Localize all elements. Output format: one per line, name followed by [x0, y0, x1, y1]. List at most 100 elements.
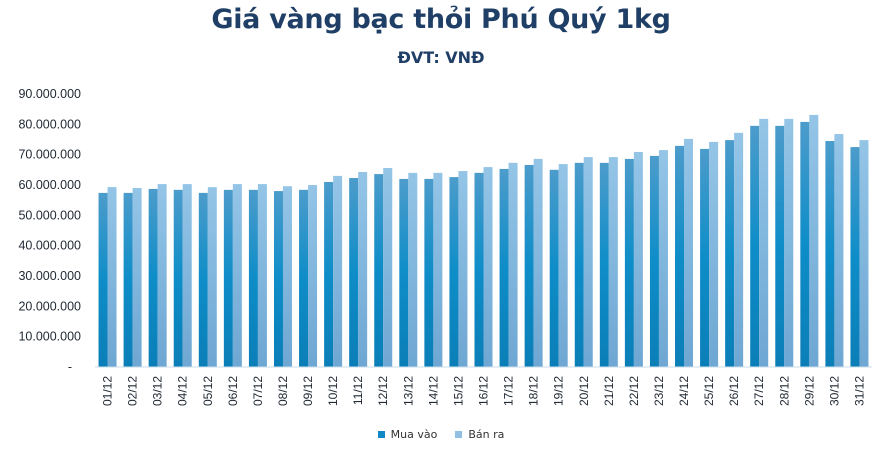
bar-mua-vao	[349, 178, 359, 367]
bar-mua-vao	[399, 178, 409, 367]
x-tick-label: 12/12	[376, 376, 390, 406]
bar-ban-ra	[358, 171, 368, 367]
x-tick-label: 11/12	[351, 376, 365, 405]
bar-ban-ra	[583, 157, 593, 367]
bar-ban-ra	[633, 151, 643, 367]
bar-ban-ra	[333, 175, 343, 367]
bar-ban-ra	[608, 157, 618, 367]
x-tick-label: 04/12	[176, 376, 190, 406]
bar-ban-ra	[383, 168, 393, 367]
x-tick-label: 26/12	[727, 376, 741, 406]
bar-mua-vao	[98, 192, 108, 367]
bar-mua-vao	[324, 181, 334, 367]
x-tick-label: 14/12	[426, 376, 440, 406]
legend-item-mua-vao[interactable]: Mua vào	[377, 428, 438, 441]
bar-mua-vao	[273, 191, 283, 367]
x-tick-label: 01/12	[101, 376, 115, 406]
x-tick-label: 21/12	[602, 376, 616, 406]
bar-mua-vao	[374, 174, 384, 367]
y-tick-label: 20.000.000	[18, 299, 81, 313]
chart-title: Giá vàng bạc thỏi Phú Quý 1kg	[211, 4, 671, 35]
legend-label-mua-vao: Mua vào	[390, 428, 438, 441]
bar-ban-ra	[232, 184, 242, 367]
x-tick-label: 17/12	[502, 376, 516, 406]
bar-mua-vao	[850, 147, 860, 367]
y-tick-label: 30.000.000	[18, 269, 81, 283]
bar-ban-ra	[207, 187, 217, 367]
bar-ban-ra	[558, 164, 568, 367]
bar-mua-vao	[474, 172, 484, 367]
bar-mua-vao	[549, 169, 559, 367]
bar-mua-vao	[725, 140, 735, 367]
bar-mua-vao	[123, 192, 133, 367]
x-tick-label: 22/12	[627, 376, 641, 406]
x-tick-label: 23/12	[652, 376, 666, 406]
bar-mua-vao	[248, 189, 258, 367]
bar-ban-ra	[859, 140, 869, 367]
legend-swatch-mua-vao	[377, 431, 385, 438]
bar-ban-ra	[182, 184, 192, 367]
bar-mua-vao	[173, 189, 183, 367]
bar-mua-vao	[599, 162, 609, 367]
legend: Mua vào Bán ra	[0, 428, 882, 441]
bar-mua-vao	[223, 189, 233, 367]
bar-mua-vao	[675, 145, 685, 367]
y-tick-label: 80.000.000	[18, 117, 81, 131]
bar-ban-ra	[533, 158, 543, 367]
y-tick-label: 90.000.000	[18, 87, 81, 101]
bar-ban-ra	[508, 162, 518, 367]
bar-ban-ra	[132, 188, 142, 367]
bar-mua-vao	[449, 177, 459, 367]
bar-ban-ra	[784, 118, 794, 367]
bar-mua-vao	[800, 121, 810, 367]
bar-mua-vao	[499, 168, 509, 367]
y-tick-label: 60.000.000	[18, 178, 81, 192]
bar-mua-vao	[624, 158, 634, 367]
bar-mua-vao	[198, 192, 208, 367]
y-tick-label: 70.000.000	[18, 148, 81, 162]
x-tick-label: 15/12	[451, 376, 465, 406]
x-tick-label: 19/12	[552, 376, 566, 406]
x-tick-label: 03/12	[151, 376, 165, 406]
x-tick-label: 20/12	[577, 376, 591, 406]
bar-chart: - 10.000.000 20.000.000 30.000.000 40.000.00…	[18, 87, 872, 406]
bar-ban-ra	[684, 138, 694, 367]
bar-ban-ra	[107, 187, 117, 367]
bar-mua-vao	[424, 178, 434, 367]
bar-ban-ra	[759, 118, 769, 367]
bar-ban-ra	[282, 186, 292, 367]
legend-item-ban-ra[interactable]: Bán ra	[455, 428, 504, 441]
bar-ban-ra	[433, 172, 443, 367]
x-tick-label: 25/12	[702, 376, 716, 406]
x-tick-label: 07/12	[251, 376, 265, 406]
legend-label-ban-ra: Bán ra	[468, 428, 505, 441]
x-tick-label: 08/12	[276, 376, 290, 406]
bar-mua-vao	[775, 125, 785, 367]
x-tick-label: 06/12	[226, 376, 240, 406]
bar-ban-ra	[483, 167, 493, 367]
x-tick-label: 24/12	[677, 376, 691, 406]
bar-mua-vao	[574, 162, 584, 367]
bar-mua-vao	[750, 125, 760, 367]
x-tick-label: 28/12	[777, 376, 791, 406]
bar-mua-vao	[299, 189, 309, 367]
chart-subtitle: ĐVT: VNĐ	[397, 48, 485, 67]
y-tick-label: 40.000.000	[18, 239, 81, 253]
bar-ban-ra	[157, 184, 167, 367]
x-tick-label: 30/12	[827, 376, 841, 406]
x-tick-label: 29/12	[802, 376, 816, 406]
bars	[98, 114, 869, 368]
bar-mua-vao	[825, 141, 835, 367]
x-tick-label: 31/12	[852, 376, 866, 406]
x-tick-label: 09/12	[301, 376, 315, 406]
bar-mua-vao	[649, 155, 659, 367]
bar-mua-vao	[148, 188, 158, 367]
bar-ban-ra	[458, 171, 468, 367]
y-tick-label: -	[68, 360, 72, 374]
bar-ban-ra	[809, 114, 819, 368]
bar-ban-ra	[834, 134, 844, 367]
y-axis: - 10.000.000 20.000.000 30.000.000 40.000.00…	[18, 87, 81, 374]
bar-ban-ra	[408, 172, 418, 367]
bar-ban-ra	[658, 150, 668, 367]
bar-mua-vao	[524, 164, 534, 367]
